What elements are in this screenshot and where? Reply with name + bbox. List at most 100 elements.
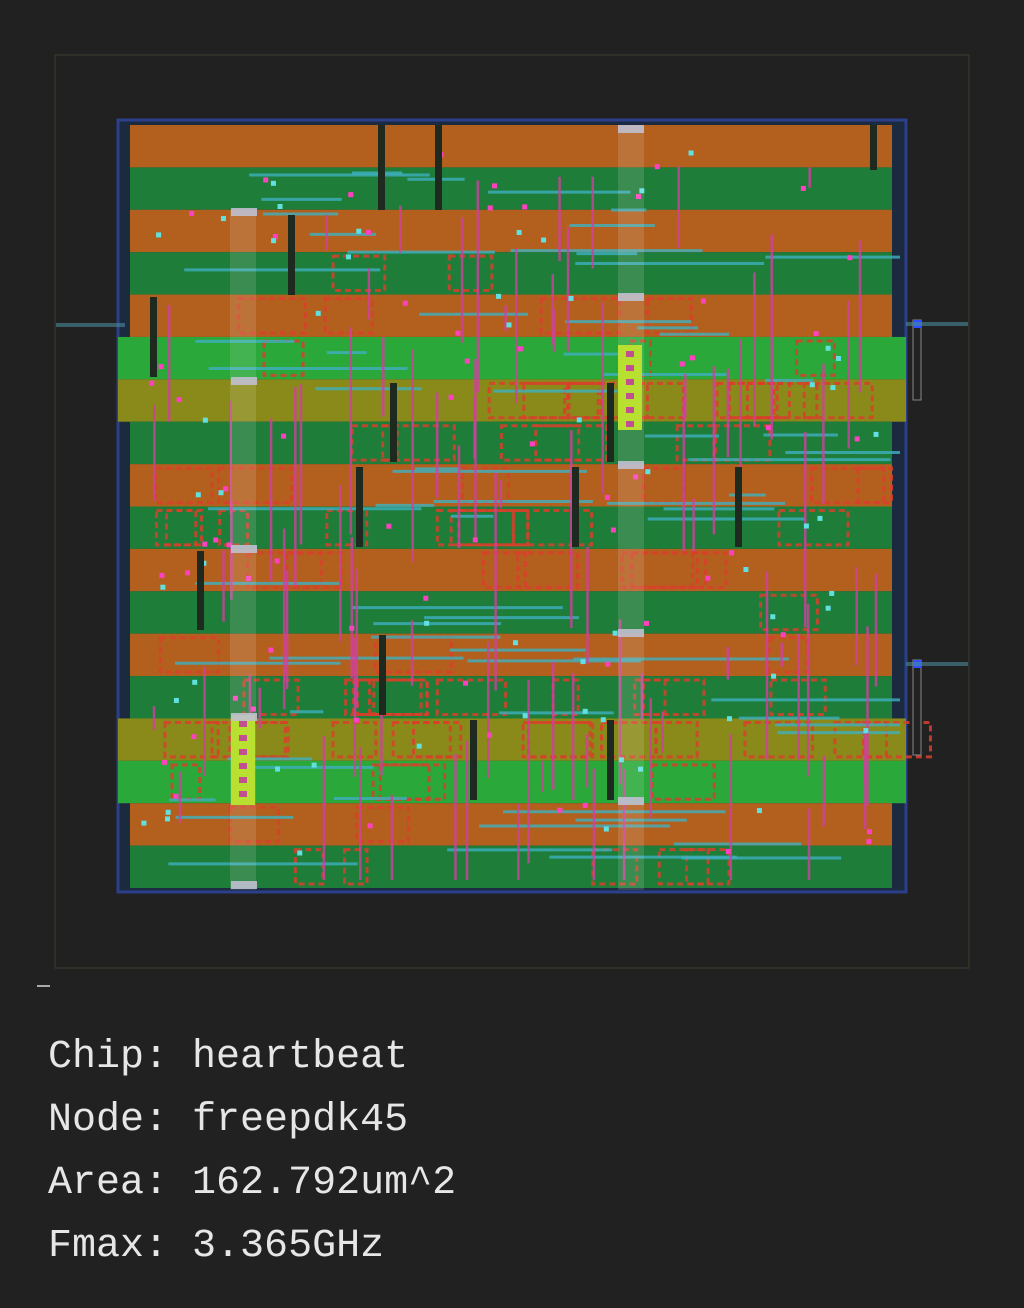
via: [354, 717, 360, 723]
cell-row: [130, 676, 892, 719]
std-cell: [499, 424, 581, 462]
via: [141, 820, 147, 826]
via: [825, 345, 831, 351]
via: [455, 330, 461, 336]
via: [202, 417, 208, 423]
via: [522, 713, 528, 719]
via: [780, 632, 786, 638]
via: [270, 180, 276, 186]
via: [386, 523, 392, 529]
via: [517, 346, 523, 352]
via: [825, 605, 831, 611]
std-cell: [170, 763, 202, 801]
std-cell: [599, 720, 658, 759]
via: [367, 823, 373, 829]
info-row: Fmax: 3.365GHz: [48, 1215, 456, 1278]
tap-contact: [239, 735, 247, 741]
info-label: Fmax:: [48, 1224, 169, 1269]
std-cell: [435, 678, 508, 716]
pin: [912, 659, 922, 756]
filler: [470, 720, 477, 800]
std-cell: [331, 254, 387, 293]
via: [866, 829, 872, 835]
info-row: Area: 162.792um^2: [48, 1152, 456, 1215]
via: [448, 394, 454, 400]
via: [268, 647, 274, 653]
via: [162, 759, 168, 765]
std-cell: [217, 466, 294, 505]
via: [492, 183, 498, 189]
std-cell: [342, 848, 369, 886]
std-cell: [657, 848, 731, 886]
std-cell: [743, 720, 815, 759]
std-cell: [262, 339, 305, 377]
std-cell: [633, 678, 667, 716]
tap-contact: [239, 763, 247, 769]
via: [366, 229, 372, 235]
via: [218, 490, 224, 496]
via: [149, 380, 155, 386]
via: [854, 436, 860, 442]
cell-row: [130, 506, 892, 549]
filler: [288, 215, 295, 295]
pad: [618, 461, 644, 469]
std-cell: [861, 720, 932, 759]
via: [158, 364, 164, 370]
via: [600, 717, 606, 723]
via: [345, 254, 351, 260]
via: [612, 630, 618, 636]
std-cell: [856, 466, 894, 505]
via: [639, 188, 645, 194]
std-cell: [745, 381, 819, 420]
via: [185, 570, 191, 576]
std-cell: [591, 848, 639, 886]
info-value: freepdk45: [192, 1098, 409, 1143]
info-label: Chip:: [48, 1035, 169, 1080]
std-cell: [218, 509, 250, 547]
via: [654, 164, 660, 170]
via: [297, 850, 303, 856]
info-panel: Chip: heartbeat Node: freepdk45 Area: 162.…: [48, 1026, 456, 1278]
via: [726, 716, 732, 722]
via: [512, 640, 518, 646]
via: [356, 228, 362, 234]
info-value: 162.792um^2: [192, 1161, 457, 1206]
tap-contact: [626, 407, 634, 413]
via: [195, 492, 201, 498]
std-cell: [620, 551, 699, 589]
tap-contact: [239, 791, 247, 797]
cell-row: [130, 209, 892, 253]
pad: [618, 629, 644, 637]
via: [463, 680, 469, 686]
std-cell: [163, 720, 220, 759]
via: [568, 295, 574, 301]
via: [416, 743, 422, 749]
info-label: Area:: [48, 1161, 169, 1206]
via: [277, 204, 283, 210]
via: [165, 816, 171, 822]
via: [275, 766, 281, 772]
filler: [735, 467, 742, 547]
std-cell: [809, 466, 886, 505]
pad: [231, 713, 257, 721]
std-cell: [237, 297, 307, 335]
via: [756, 808, 762, 814]
filler: [572, 467, 579, 547]
via: [506, 322, 512, 328]
via: [582, 802, 588, 808]
cell-row: [130, 803, 892, 846]
filler: [607, 720, 614, 800]
pad: [618, 125, 644, 133]
std-cell: [642, 678, 706, 716]
cell-row: [130, 252, 892, 295]
tap-contact: [626, 393, 634, 399]
via: [223, 486, 229, 492]
via: [765, 425, 771, 431]
pad: [231, 208, 257, 216]
via: [679, 361, 685, 367]
chip-layout: [37, 54, 970, 987]
std-cell: [487, 381, 567, 420]
via: [541, 237, 547, 243]
via: [618, 757, 624, 763]
